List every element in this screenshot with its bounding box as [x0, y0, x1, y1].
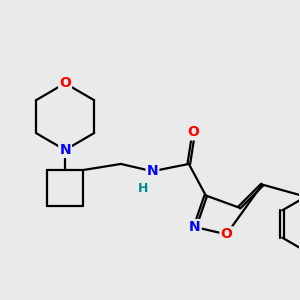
Text: N: N [147, 164, 158, 178]
Text: O: O [188, 125, 200, 140]
Text: H: H [138, 182, 148, 195]
Text: N: N [59, 143, 71, 157]
Text: N: N [189, 220, 201, 234]
Text: O: O [220, 227, 232, 241]
Text: O: O [59, 76, 71, 90]
